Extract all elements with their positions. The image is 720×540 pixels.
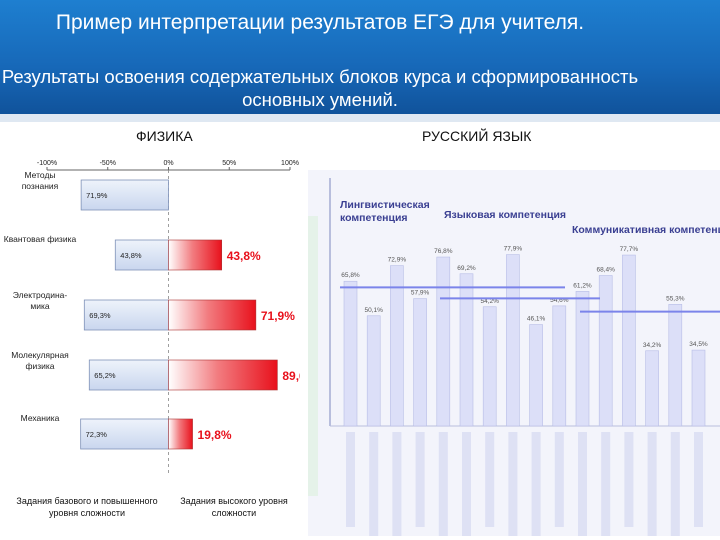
- bar-basic-level: [88, 359, 169, 391]
- bar-high-value-label: 89,6%: [282, 369, 300, 383]
- russian-bar: [436, 256, 451, 427]
- russian-group-label: Лингвистическая: [340, 199, 430, 211]
- bar-basic-value-label: 69,3%: [89, 311, 111, 320]
- russian-bar-category-label: [624, 432, 634, 527]
- bar-basic-value-label: 72,3%: [86, 430, 108, 439]
- bar-high-value-label: 19,8%: [198, 428, 232, 442]
- axis-tick-label: 50%: [222, 160, 236, 167]
- russian-bar: [552, 305, 567, 427]
- russian-bar: [668, 304, 683, 427]
- russian-bar-value-label: 72,9%: [388, 257, 407, 264]
- bar-basic-value-label: 43,8%: [120, 251, 142, 260]
- russian-bar-value-label: 54,2%: [480, 298, 499, 305]
- bar-high-level: [168, 239, 223, 271]
- russian-bar-value-label: 46,1%: [527, 316, 546, 323]
- axis-tick-label: 0%: [163, 160, 173, 167]
- russian-bar-value-label: 61,2%: [573, 282, 592, 289]
- category-label: Электродина-: [13, 290, 68, 300]
- russian-bar-category-label: [392, 432, 402, 536]
- russian-bar-value-label: 34,5%: [689, 341, 708, 348]
- russian-bar-category-label: [369, 432, 379, 536]
- russian-bar-value-label: 77,9%: [504, 246, 523, 253]
- russian-bar-value-label: 50,1%: [364, 307, 383, 314]
- russian-bar: [622, 254, 636, 427]
- russian-bar: [459, 273, 474, 427]
- russian-bar: [691, 349, 706, 427]
- russian-bar-value-label: 69,2%: [457, 265, 476, 272]
- header-strip: [0, 114, 720, 122]
- russian-title: РУССКИЙ ЯЗЫК: [422, 128, 532, 144]
- russian-group-label: Языковая компетенция: [444, 209, 566, 221]
- russian-bar-value-label: 57,9%: [411, 290, 430, 297]
- russian-bar-category-label: [415, 432, 425, 527]
- russian-bar-value-label: 76,8%: [434, 248, 453, 255]
- russian-bar: [482, 306, 497, 427]
- russian-group-label: компетенция: [340, 212, 408, 224]
- russian-chart: 65,8% 50,1% 72,9% 57,9% 76,8% 69,2% 54,2% 77,9%…: [308, 170, 720, 536]
- russian-bar-category-label: [694, 432, 703, 527]
- category-label: Методы: [24, 170, 55, 180]
- bar-high-value-label: 71,9%: [261, 309, 295, 323]
- russian-bar-category-label: [462, 432, 471, 536]
- category-label: физика: [25, 361, 54, 371]
- russian-bar-category-label: [531, 432, 541, 536]
- bar-basic-level: [80, 179, 169, 211]
- russian-group-label: Коммуникативная компетенция: [572, 224, 720, 236]
- russian-bar-category-label: [438, 432, 448, 536]
- category-label: познания: [22, 181, 59, 191]
- axis-tick-label: -100%: [37, 160, 57, 167]
- category-label: мика: [30, 301, 49, 311]
- russian-bar-value-label: 55,3%: [666, 295, 685, 302]
- axis-tick-label: 100%: [281, 160, 299, 167]
- bar-basic-level: [114, 239, 169, 271]
- category-label: Молекулярная: [11, 350, 69, 360]
- slide-title: Пример интерпретации результатов ЕГЭ для…: [55, 11, 585, 34]
- russian-bar-category-label: [554, 432, 564, 527]
- russian-bar: [529, 324, 543, 427]
- slide-subtitle: Результаты освоения содержательных блоко…: [1, 66, 639, 110]
- category-label: Механика: [21, 413, 60, 423]
- left-side-decoration: [308, 216, 318, 496]
- russian-bar-category-label: [647, 432, 657, 536]
- russian-bar-category-label: [601, 432, 611, 536]
- russian-bar: [366, 315, 381, 427]
- bar-basic-level: [83, 299, 169, 331]
- russian-bar-value-label: 77,7%: [620, 246, 639, 253]
- russian-bar: [598, 275, 613, 427]
- bar-high-value-label: 43,8%: [227, 249, 261, 263]
- russian-bar: [343, 280, 358, 427]
- caption-high-level: Задания высокого уровня сложности: [180, 496, 288, 518]
- russian-bar-category-label: [508, 432, 518, 536]
- russian-bar-category-label: [346, 432, 355, 527]
- russian-bar: [413, 298, 427, 427]
- axis-tick-label: -50%: [100, 160, 116, 167]
- russian-bar: [575, 291, 590, 427]
- russian-bar-category-label: [485, 432, 495, 527]
- bar-high-level: [168, 418, 193, 450]
- slide-header: Пример интерпретации результатов ЕГЭ для…: [0, 0, 720, 122]
- bar-basic-level: [80, 418, 169, 450]
- russian-bar-category-label: [670, 432, 680, 536]
- category-label: Квантовая физика: [4, 234, 77, 244]
- bar-high-level: [168, 299, 257, 331]
- russian-bar: [390, 265, 404, 427]
- caption-basic-level: Задания базового и повышенного уровня сл…: [16, 496, 158, 518]
- russian-bar-value-label: 54,6%: [550, 297, 569, 304]
- russian-bar-value-label: 68,4%: [596, 267, 615, 274]
- physics-title: ФИЗИКА: [136, 128, 193, 144]
- russian-bar: [645, 350, 659, 427]
- russian-bar-category-label: [578, 432, 587, 536]
- russian-bar-value-label: 65,8%: [341, 272, 360, 279]
- bar-high-level: [168, 359, 278, 391]
- bar-basic-value-label: 71,9%: [86, 191, 108, 200]
- russian-bar: [506, 254, 520, 427]
- russian-bar-value-label: 34,2%: [643, 342, 662, 349]
- bar-basic-value-label: 65,2%: [94, 371, 116, 380]
